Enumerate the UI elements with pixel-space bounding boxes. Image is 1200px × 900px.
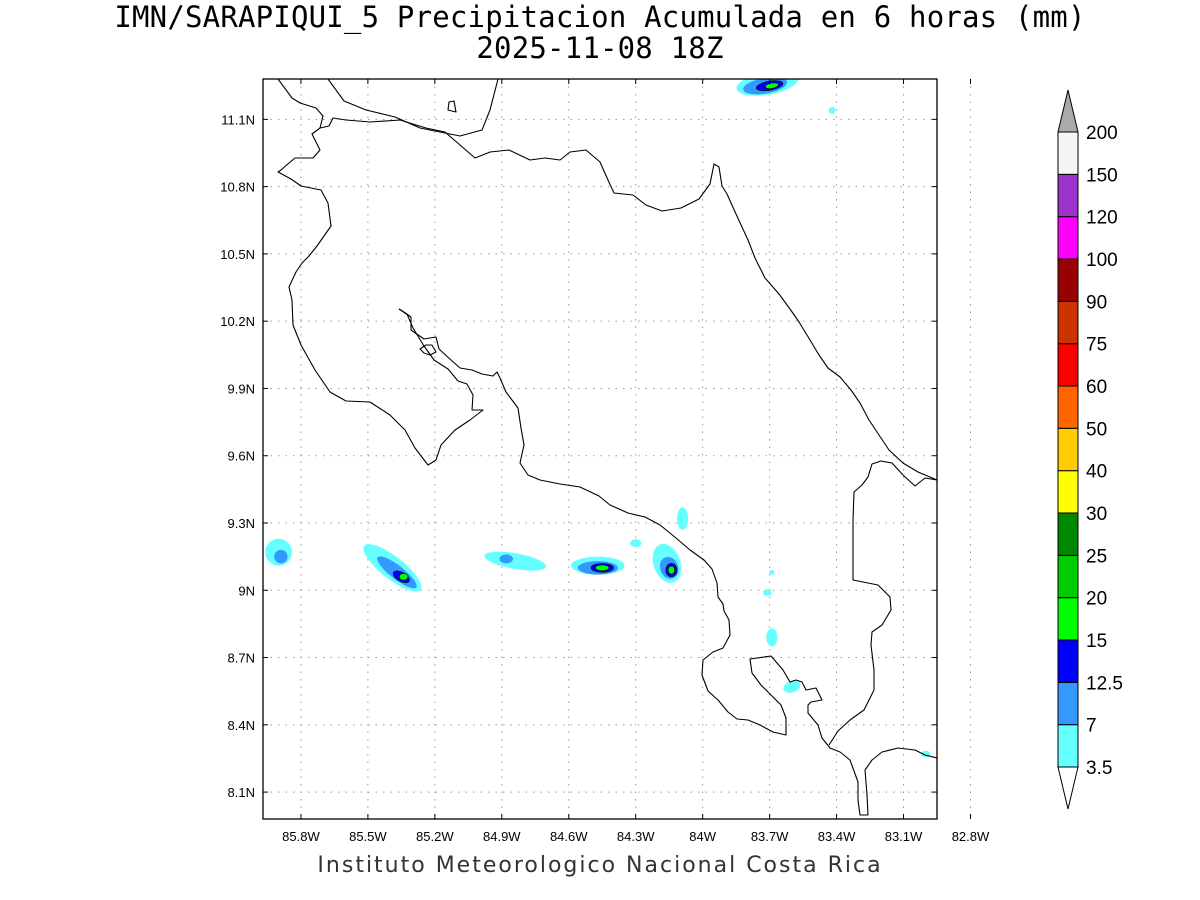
colorbar-label: 100 <box>1086 250 1118 271</box>
colorbar-label: 20 <box>1086 589 1107 610</box>
map-frame <box>262 78 938 820</box>
precip-cell <box>595 564 610 572</box>
lat-tick-label: 8.7N <box>228 651 255 666</box>
precip-cell <box>274 549 288 564</box>
precipitation-field <box>265 79 931 758</box>
colorbar-label: 3.5 <box>1086 758 1112 779</box>
colorbar-swatch <box>1057 173 1079 218</box>
lat-tick-label: 10.5N <box>220 247 255 262</box>
colorbar-label: 60 <box>1086 377 1107 398</box>
nicaragua-border <box>319 117 723 212</box>
lon-tick-label: 85.5W <box>349 829 387 844</box>
isla-chira <box>419 344 437 356</box>
colorbar-swatch <box>1057 639 1079 683</box>
lat-tick-label: 11.1N <box>221 112 255 127</box>
title-line-2: 2025-11-08 18Z <box>476 31 724 65</box>
colorbar-swatch <box>1057 554 1079 599</box>
precip-cell <box>766 628 778 647</box>
precip-cell <box>676 507 689 530</box>
panama-coast <box>864 747 937 771</box>
lon-tick-label: 84.9W <box>483 829 521 844</box>
lat-tick-label: 9.6N <box>228 449 255 464</box>
colorbar-swatch <box>1057 681 1079 726</box>
colorbar-upper-arrow <box>1057 89 1079 133</box>
footer-credit: Instituto Meteorologico Nacional Costa R… <box>317 853 883 878</box>
colorbar-label: 12.5 <box>1086 673 1123 694</box>
lake-nicaragua-shore <box>327 79 499 137</box>
title-line-1: IMN/SARAPIQUI_5 Precipitacion Acumulada … <box>114 0 1086 34</box>
colorbar-swatch <box>1057 385 1079 429</box>
colorbar-lower-arrow <box>1057 766 1079 810</box>
colorbar-swatch <box>1057 724 1079 768</box>
colorbar-label: 75 <box>1086 335 1107 356</box>
precip-cell <box>484 551 546 571</box>
lon-tick-label: 83.1W <box>885 829 923 844</box>
colorbar-swatch <box>1057 300 1079 345</box>
lat-tick-label: 9.3N <box>228 516 255 531</box>
lat-tick-label: 10.2N <box>220 314 255 329</box>
precip-cell <box>764 82 779 89</box>
caribbean-coast <box>721 185 937 481</box>
colorbar-label: 50 <box>1086 419 1107 440</box>
precip-cell <box>762 589 772 596</box>
grid-lines <box>263 79 971 819</box>
precip-cell <box>499 554 513 564</box>
colorbar: 3.5 7 12.5 15 20 25 30 40 50 60 75 90 100 120 150 200 <box>1057 89 1123 810</box>
colorbar-label: 7 <box>1086 716 1097 737</box>
colorbar-label: 150 <box>1086 165 1118 186</box>
panama-border <box>828 460 937 746</box>
precip-cell <box>828 107 836 114</box>
lat-tick-label: 8.4N <box>228 718 255 733</box>
nicaragua-pacific-coast <box>277 79 324 129</box>
coastline-borders <box>277 79 937 816</box>
lat-tick-label: 10.8N <box>220 180 255 195</box>
lon-tick-label: 83.4W <box>818 829 856 844</box>
lon-tick-label: 84W <box>689 829 716 844</box>
colorbar-label: 25 <box>1086 546 1107 567</box>
axis-ticks: 85.8W 85.5W 85.2W 84.9W 84.6W 84.3W 84W 83.7W 83… <box>220 79 990 844</box>
precip-cell <box>667 565 676 575</box>
gulf-nicoya-coast <box>398 308 869 816</box>
colorbar-swatch <box>1057 512 1079 556</box>
colorbar-swatch <box>1057 216 1079 260</box>
colorbar-swatch <box>1057 258 1079 302</box>
colorbar-swatch <box>1057 427 1079 472</box>
island <box>447 100 457 113</box>
lon-tick-label: 83.7W <box>751 829 789 844</box>
lon-tick-label: 82.8W <box>952 829 990 844</box>
lat-tick-label: 8.1N <box>228 785 255 800</box>
colorbar-swatch <box>1057 470 1079 514</box>
precip-cell <box>769 570 775 575</box>
precip-cell <box>783 680 801 693</box>
colorbar-label: 200 <box>1086 123 1118 144</box>
precip-cell <box>630 539 642 548</box>
lat-tick-label: 9.9N <box>228 381 255 396</box>
colorbar-swatch <box>1057 131 1079 175</box>
colorbar-label: 120 <box>1086 208 1118 229</box>
colorbar-label: 90 <box>1086 292 1107 313</box>
colorbar-swatch <box>1057 597 1079 641</box>
lon-tick-label: 85.2W <box>416 829 454 844</box>
colorbar-label: 15 <box>1086 631 1107 652</box>
colorbar-label: 30 <box>1086 504 1107 525</box>
map-title: IMN/SARAPIQUI_5 Precipitacion Acumulada … <box>0 2 1200 64</box>
lon-tick-label: 84.3W <box>617 829 655 844</box>
lon-tick-label: 85.8W <box>282 829 320 844</box>
lon-tick-label: 84.6W <box>550 829 588 844</box>
precip-cell <box>398 573 409 581</box>
colorbar-label: 40 <box>1086 462 1107 483</box>
colorbar-swatch <box>1057 343 1079 387</box>
costa-rica-pacific-coast <box>277 127 484 466</box>
lat-tick-label: 9N <box>238 583 255 598</box>
